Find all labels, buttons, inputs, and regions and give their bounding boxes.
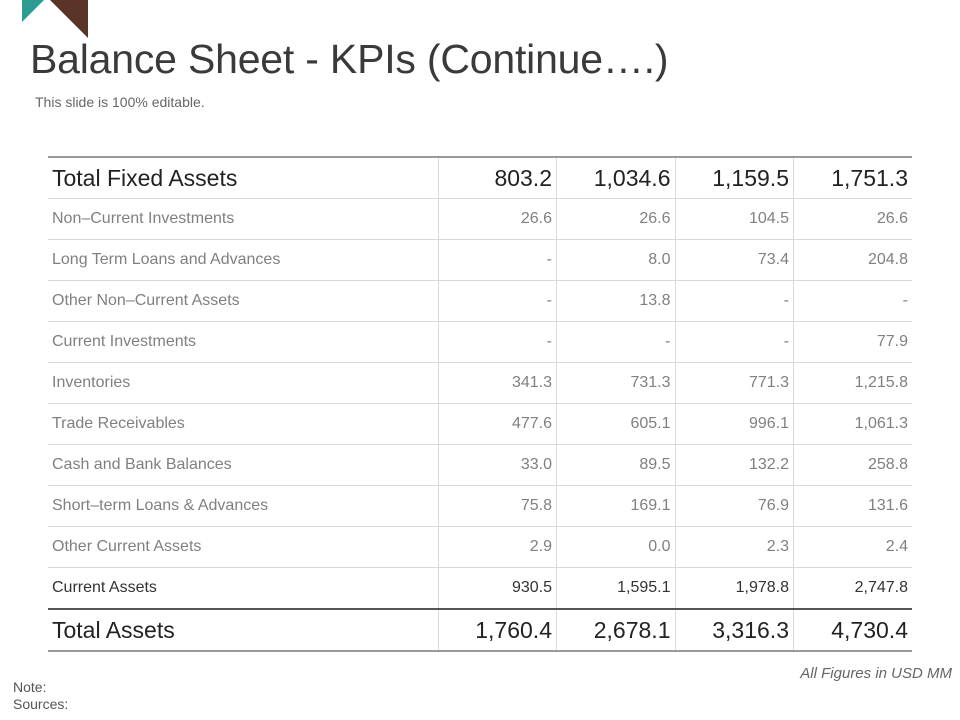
cell-value: 26.6 — [556, 198, 676, 240]
row-label: Inventories — [48, 362, 439, 404]
cell-value: 771.3 — [675, 362, 794, 404]
table-row: Short–term Loans & Advances 75.8 169.1 7… — [48, 485, 912, 527]
table-row: Non–Current Investments 26.6 26.6 104.5 … — [48, 198, 912, 240]
cell-value: 731.3 — [556, 362, 676, 404]
cell-value: 104.5 — [675, 198, 794, 240]
cell-value: - — [438, 321, 557, 363]
cell-value: 1,159.5 — [675, 156, 794, 199]
cell-value: - — [675, 321, 794, 363]
cell-value: 77.9 — [793, 321, 912, 363]
row-label: Current Assets — [48, 567, 439, 610]
cell-value: 13.8 — [556, 280, 676, 322]
cell-value: 204.8 — [793, 239, 912, 281]
cell-value: 131.6 — [793, 485, 912, 527]
cell-value: - — [556, 321, 676, 363]
table-row: Other Current Assets 2.9 0.0 2.3 2.4 — [48, 526, 912, 568]
row-label: Long Term Loans and Advances — [48, 239, 439, 281]
cell-value: 605.1 — [556, 403, 676, 445]
table-row-total-fixed-assets: Total Fixed Assets 803.2 1,034.6 1,159.5… — [48, 156, 912, 199]
row-label: Cash and Bank Balances — [48, 444, 439, 486]
table-row-total-assets: Total Assets 1,760.4 2,678.1 3,316.3 4,7… — [48, 609, 912, 652]
cell-value: 0.0 — [556, 526, 676, 568]
cell-value: 1,061.3 — [793, 403, 912, 445]
cell-value: 2,678.1 — [556, 609, 676, 652]
sources-label: Sources: — [13, 696, 69, 712]
cell-value: 930.5 — [438, 567, 557, 610]
footnote: Note: Sources: — [13, 679, 68, 713]
cell-value: 2.4 — [793, 526, 912, 568]
row-label: Non–Current Investments — [48, 198, 439, 240]
cell-value: - — [675, 280, 794, 322]
cell-value: 1,978.8 — [675, 567, 794, 610]
row-label: Trade Receivables — [48, 403, 439, 445]
cell-value: 341.3 — [438, 362, 557, 404]
cell-value: 26.6 — [793, 198, 912, 240]
cell-value: 1,034.6 — [556, 156, 676, 199]
cell-value: 169.1 — [556, 485, 676, 527]
row-label: Other Current Assets — [48, 526, 439, 568]
table-row: Long Term Loans and Advances - 8.0 73.4 … — [48, 239, 912, 281]
cell-value: 2.9 — [438, 526, 557, 568]
cell-value: 75.8 — [438, 485, 557, 527]
table-row: Cash and Bank Balances 33.0 89.5 132.2 2… — [48, 444, 912, 486]
cell-value: 73.4 — [675, 239, 794, 281]
corner-teal-shape — [22, 0, 44, 22]
row-label: Current Investments — [48, 321, 439, 363]
cell-value: 89.5 — [556, 444, 676, 486]
cell-value: 996.1 — [675, 403, 794, 445]
cell-value: 1,760.4 — [438, 609, 557, 652]
table-row: Trade Receivables 477.6 605.1 996.1 1,06… — [48, 403, 912, 445]
cell-value: 8.0 — [556, 239, 676, 281]
slide-subtitle: This slide is 100% editable. — [35, 94, 205, 110]
corner-brown-shape — [50, 0, 88, 38]
row-label: Short–term Loans & Advances — [48, 485, 439, 527]
balance-sheet-table: Total Fixed Assets 803.2 1,034.6 1,159.5… — [48, 156, 912, 652]
figures-unit-note: All Figures in USD MM — [800, 665, 952, 682]
cell-value: - — [438, 280, 557, 322]
table-row: Inventories 341.3 731.3 771.3 1,215.8 — [48, 362, 912, 404]
cell-value: 26.6 — [438, 198, 557, 240]
cell-value: 477.6 — [438, 403, 557, 445]
cell-value: 1,751.3 — [793, 156, 912, 199]
cell-value: 132.2 — [675, 444, 794, 486]
table-row: Current Investments - - - 77.9 — [48, 321, 912, 363]
row-label: Other Non–Current Assets — [48, 280, 439, 322]
cell-value: 4,730.4 — [793, 609, 912, 652]
cell-value: 33.0 — [438, 444, 557, 486]
slide-title: Balance Sheet - KPIs (Continue….) — [30, 36, 669, 82]
cell-value: 3,316.3 — [675, 609, 794, 652]
cell-value: 258.8 — [793, 444, 912, 486]
row-label: Total Fixed Assets — [48, 156, 439, 199]
row-label: Total Assets — [48, 609, 439, 652]
cell-value: 803.2 — [438, 156, 557, 199]
cell-value: - — [793, 280, 912, 322]
note-label: Note: — [13, 679, 47, 695]
table-row-current-assets: Current Assets 930.5 1,595.1 1,978.8 2,7… — [48, 567, 912, 610]
cell-value: - — [438, 239, 557, 281]
cell-value: 1,215.8 — [793, 362, 912, 404]
cell-value: 2.3 — [675, 526, 794, 568]
table-row: Other Non–Current Assets - 13.8 - - — [48, 280, 912, 322]
cell-value: 76.9 — [675, 485, 794, 527]
cell-value: 1,595.1 — [556, 567, 676, 610]
cell-value: 2,747.8 — [793, 567, 912, 610]
